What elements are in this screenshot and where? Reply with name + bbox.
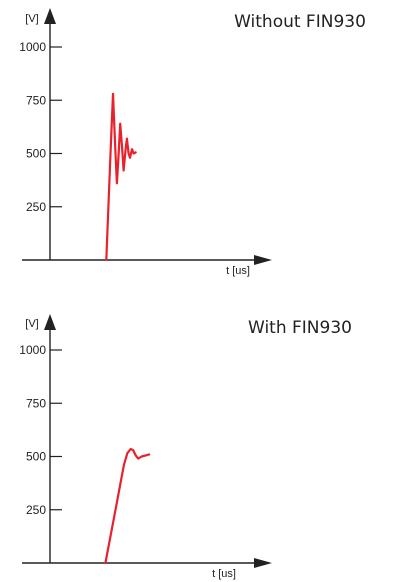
- y-tick-label: 1000: [19, 343, 46, 357]
- y-axis-arrow: [44, 8, 56, 24]
- series-line-1: [105, 92, 137, 262]
- y-tick-label: 250: [26, 200, 46, 214]
- y-tick-label: 500: [26, 147, 46, 161]
- chart-title: Without FIN930: [234, 12, 366, 32]
- y-axis-arrow: [44, 314, 56, 330]
- chart-panel-2: 250 500 750 1000 [V] t [us] With FIN930: [19, 314, 352, 580]
- y-tick-label: 1000: [19, 40, 46, 54]
- x-axis-label: t [us]: [212, 568, 236, 580]
- y-tick-label: 750: [26, 93, 46, 107]
- y-axis-label: [V]: [25, 13, 38, 25]
- y-axis-label: [V]: [25, 318, 38, 330]
- x-axis-label: t [us]: [226, 265, 250, 277]
- chart-title: With FIN930: [248, 318, 352, 338]
- y-tick-label: 250: [26, 503, 46, 517]
- y-tick-label: 500: [26, 450, 46, 464]
- chart-panel-1: 250 500 750 1000 [V] t [us] Without FIN930: [19, 8, 366, 277]
- x-axis-arrow: [254, 255, 272, 265]
- x-axis-arrow: [254, 558, 272, 568]
- series-line-1: [104, 447, 151, 565]
- y-tick-label: 750: [26, 396, 46, 410]
